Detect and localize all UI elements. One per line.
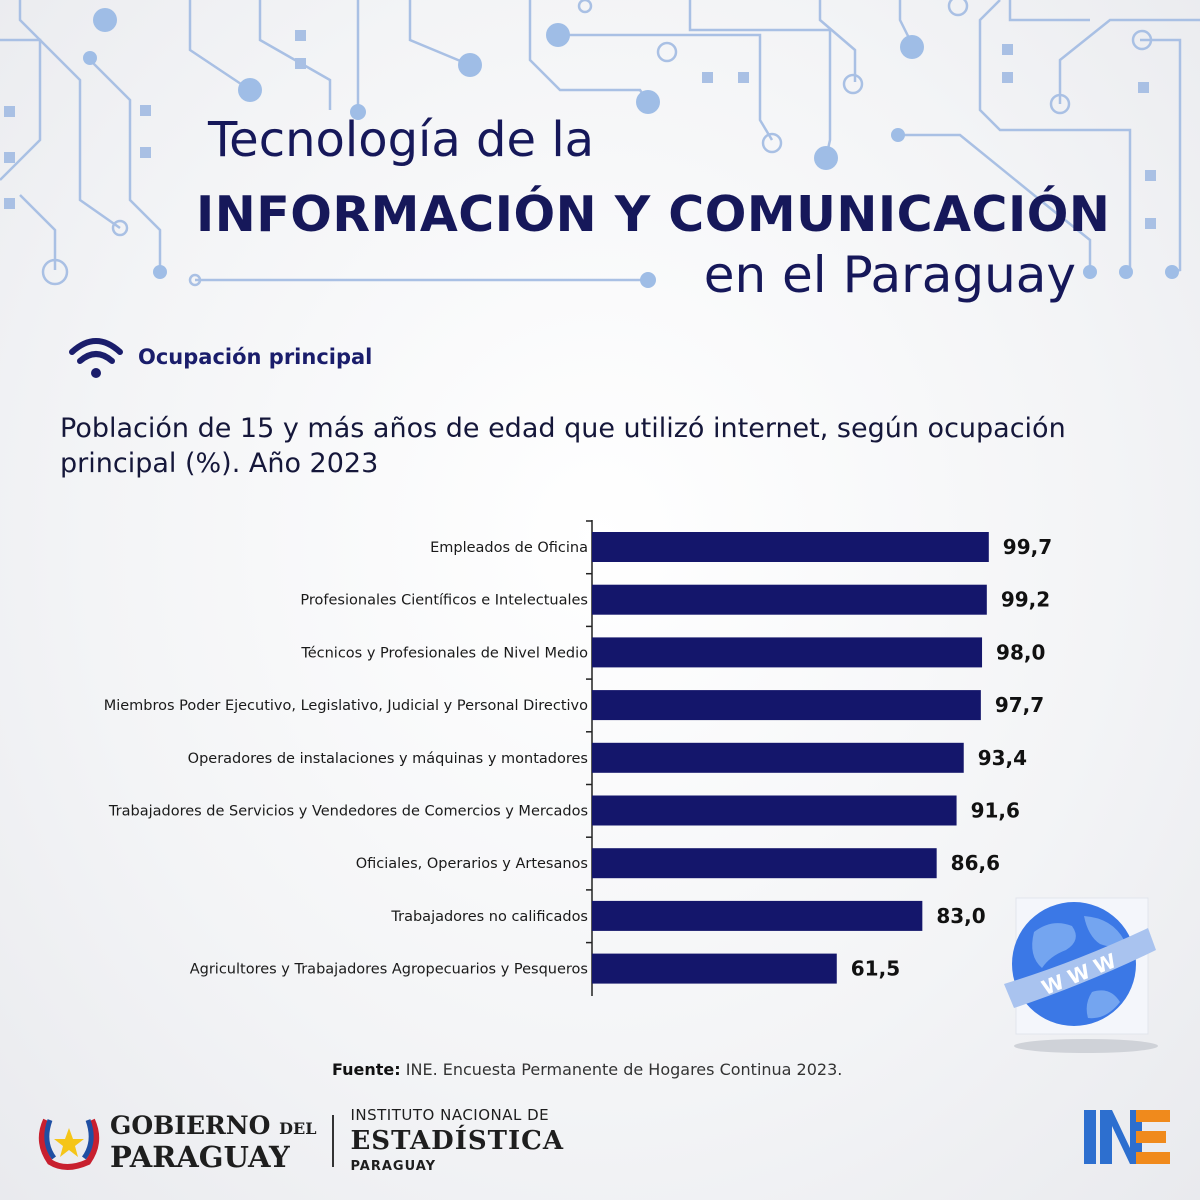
section-header: Ocupación principal bbox=[68, 334, 372, 380]
source-text: INE. Encuesta Permanente de Hogares Cont… bbox=[405, 1060, 843, 1079]
category-label-4: Operadores de instalaciones y máquinas y… bbox=[188, 751, 588, 767]
category-label-2: Técnicos y Profesionales de Nivel Medio bbox=[300, 645, 588, 661]
footer-divider bbox=[332, 1115, 335, 1167]
value-label-0: 99,7 bbox=[1003, 535, 1052, 559]
section-label: Ocupación principal bbox=[138, 345, 373, 369]
bar-7 bbox=[592, 900, 923, 931]
wifi-icon bbox=[69, 338, 123, 378]
gov-line1: GOBIERNO bbox=[110, 1110, 271, 1140]
gov-line2: PARAGUAY bbox=[110, 1139, 290, 1174]
value-label-6: 86,6 bbox=[951, 851, 1000, 875]
value-label-8: 61,5 bbox=[851, 957, 900, 981]
footer-logos: GOBIERNO DEL PARAGUAY INSTITUTO NACIONAL… bbox=[36, 1104, 564, 1178]
value-label-1: 99,2 bbox=[1001, 588, 1050, 612]
gov-line1-small: DEL bbox=[279, 1118, 317, 1138]
bar-0 bbox=[592, 532, 989, 562]
category-label-3: Miembros Poder Ejecutivo, Legislativo, J… bbox=[104, 698, 588, 714]
page-title-line2: INFORMACIÓN Y COMUNICACIÓN bbox=[196, 186, 1111, 243]
category-label-5: Trabajadores de Servicios y Vendedores d… bbox=[108, 804, 588, 820]
page-title-line3: en el Paraguay bbox=[703, 246, 1076, 304]
category-label-1: Profesionales Científicos e Intelectuale… bbox=[300, 593, 588, 609]
category-label-0: Empleados de Oficina bbox=[430, 540, 588, 556]
value-label-7: 83,0 bbox=[936, 904, 985, 928]
value-label-4: 93,4 bbox=[978, 746, 1027, 770]
ine-line1: INSTITUTO NACIONAL DE bbox=[350, 1106, 550, 1124]
ine-wordmark: INSTITUTO NACIONAL DE ESTADÍSTICA PARAGU… bbox=[350, 1104, 564, 1178]
category-label-8: Agricultores y Trabajadores Agropecuario… bbox=[190, 962, 588, 978]
value-label-3: 97,7 bbox=[995, 693, 1044, 717]
source-label: Fuente: bbox=[332, 1060, 401, 1079]
chart-title: Población de 15 y más años de edad que u… bbox=[60, 413, 1066, 479]
category-label-6: Oficiales, Operarios y Artesanos bbox=[356, 856, 588, 872]
bar-5 bbox=[592, 795, 957, 826]
value-label-5: 91,6 bbox=[971, 799, 1020, 823]
category-label-7: Trabajadores no calificados bbox=[390, 909, 588, 925]
bar-1 bbox=[592, 584, 987, 615]
ine-line3: PARAGUAY bbox=[350, 1159, 436, 1174]
bar-8 bbox=[592, 953, 837, 984]
ine-logo-icon bbox=[1084, 1110, 1170, 1164]
bar-4 bbox=[592, 742, 964, 773]
paraguay-seal-icon bbox=[38, 1118, 100, 1170]
ine-line2: ESTADÍSTICA bbox=[350, 1126, 565, 1156]
circuit-background bbox=[0, 0, 1200, 288]
globe-icon: WWW bbox=[1004, 897, 1158, 1053]
page-title-line1: Tecnología de la bbox=[208, 112, 595, 168]
source-note: Fuente: INE. Encuesta Permanente de Hoga… bbox=[332, 1060, 842, 1079]
bar-2 bbox=[592, 637, 983, 668]
value-label-2: 98,0 bbox=[996, 640, 1045, 664]
gobierno-wordmark: GOBIERNO DEL PARAGUAY bbox=[110, 1110, 317, 1174]
bar-6 bbox=[592, 848, 937, 879]
bar-3 bbox=[592, 690, 981, 721]
